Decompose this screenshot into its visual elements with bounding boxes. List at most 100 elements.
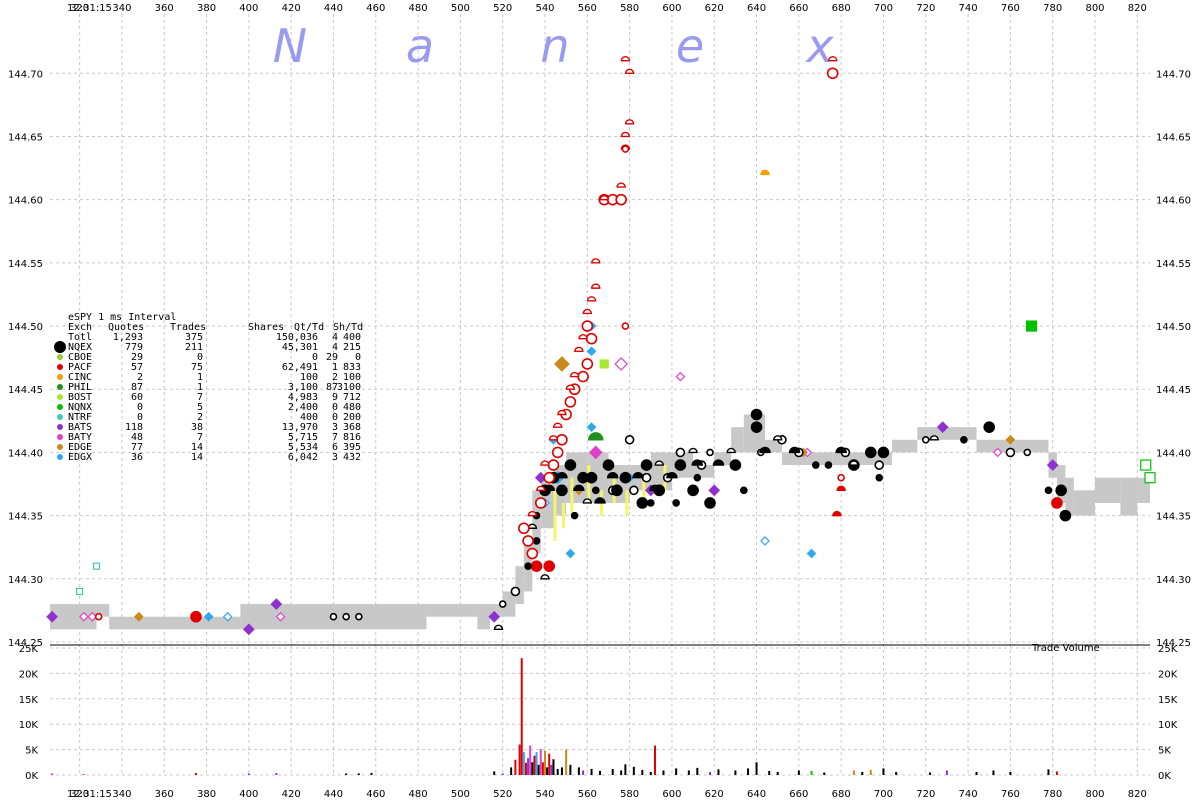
legend-cell: 3 xyxy=(332,422,338,433)
legend-cell: NTRF xyxy=(68,412,92,423)
yellow-quote-bar xyxy=(553,490,557,541)
x-tick-label-top: 660 xyxy=(789,3,808,14)
nqex-circle-marker xyxy=(619,471,632,484)
x-tick-label-top: 560 xyxy=(578,3,597,14)
legend-swatch xyxy=(57,404,63,410)
pacf-semi-marker xyxy=(569,371,580,378)
nqex-semi-marker xyxy=(849,460,859,466)
pacf-circle-marker xyxy=(526,547,539,560)
legend-title: eSPY 1 ms Interval xyxy=(68,312,176,323)
legend-cell: 100 xyxy=(300,372,318,383)
legend-cell: 2 xyxy=(332,372,338,383)
nqex-volume-bar xyxy=(882,768,885,775)
pacf-circle-marker xyxy=(581,358,594,370)
price-tick-label-right: 144.40 xyxy=(1156,448,1191,459)
nqex-volume-bar xyxy=(675,768,678,775)
x-tick-label-top: 740 xyxy=(959,3,978,14)
bats-diamond-marker xyxy=(242,623,255,636)
nqex-volume-bar xyxy=(620,770,623,775)
pacf-circle-marker xyxy=(190,610,202,623)
pacf-circle-marker xyxy=(551,446,564,459)
nqex-circle-marker xyxy=(498,600,507,608)
nqex-volume-bar xyxy=(370,772,373,775)
nqex-volume-bar xyxy=(717,769,720,775)
pacf-circle-marker xyxy=(534,497,547,509)
price-tick-label-right: 144.55 xyxy=(1156,259,1191,270)
legend-cell: CBOE xyxy=(68,352,92,363)
bats-volume-bar xyxy=(550,764,553,775)
quote-band-segment xyxy=(650,452,672,491)
legend-cell: 5,534 xyxy=(288,442,318,453)
volume-title: Trade Volume xyxy=(1031,643,1100,654)
nqex-circle-marker xyxy=(602,459,615,471)
edgx-diamond-marker xyxy=(586,346,597,357)
legend-cell: 5 xyxy=(197,402,203,413)
legend-cell: 375 xyxy=(185,332,203,343)
edgx-diamond-marker xyxy=(565,548,576,559)
baty-diamond-marker xyxy=(87,611,98,622)
nqex-semi-marker xyxy=(788,446,801,454)
baty-volume-bar xyxy=(51,773,54,775)
nqex-circle-marker xyxy=(729,459,742,471)
edge-volume-bar xyxy=(544,750,546,775)
price-tick-label-left: 144.45 xyxy=(8,385,43,396)
quote-band-segment xyxy=(946,427,977,440)
edgx-diamond-marker xyxy=(806,548,817,559)
x-tick-label-top: 680 xyxy=(832,3,851,14)
legend-cell: 432 xyxy=(343,452,361,463)
nqnx-volume-bar xyxy=(810,770,813,775)
nqex-circle-marker xyxy=(877,446,890,459)
legend-header: Shares xyxy=(248,322,284,333)
price-tick-label-right: 144.70 xyxy=(1156,69,1191,80)
legend-cell: 75 xyxy=(191,362,203,373)
legend-header: Sh/Td xyxy=(333,322,363,333)
pacf-volume-bar xyxy=(654,745,656,775)
nqex-circle-marker xyxy=(1055,484,1067,497)
nqex-semi-marker xyxy=(582,498,593,504)
quote-band-segment xyxy=(477,604,490,630)
legend-cell: 7 xyxy=(197,392,203,403)
legend-cell: 395 xyxy=(343,442,361,453)
pacf-semi-marker xyxy=(616,182,626,188)
price-tick-label-left: 144.60 xyxy=(8,196,43,207)
baty-diamond-marker xyxy=(275,611,286,622)
nqex-semi-marker xyxy=(543,484,555,492)
nqex-volume-bar xyxy=(823,772,826,775)
nqex-semi-marker xyxy=(726,447,736,454)
nqex-semi-marker xyxy=(493,624,504,631)
pacf-volume-bar xyxy=(533,755,536,775)
quote-band-segment xyxy=(1137,477,1150,503)
nqex-volume-bar xyxy=(552,759,555,775)
nqex-volume-bar xyxy=(696,767,699,775)
quote-band-segment xyxy=(807,452,833,466)
legend-swatch xyxy=(57,434,63,440)
price-tick-label-right: 144.60 xyxy=(1156,196,1191,207)
nqex-semi-marker xyxy=(759,446,771,454)
legend-cell: 0 xyxy=(332,412,338,423)
nqex-volume-bar xyxy=(556,768,559,775)
nqnx-square-marker xyxy=(1140,459,1152,471)
legend: eSPY 1 ms Interval Exch Quotes Trades Share… xyxy=(54,312,363,463)
price-tick-label-left: 144.65 xyxy=(8,132,43,143)
nqex-volume-bar xyxy=(975,771,978,775)
pacf-semi-marker xyxy=(620,55,631,62)
nqex-circle-marker xyxy=(1059,509,1072,522)
nqex-volume-bar xyxy=(632,766,635,775)
nqex-volume-bar xyxy=(755,762,758,775)
quote-band-segment xyxy=(731,427,744,453)
baty-volume-bar xyxy=(82,773,85,775)
nqex-circle-marker xyxy=(740,486,748,495)
legend-cell: 36 xyxy=(131,452,143,463)
yellow-quote-bar xyxy=(561,502,565,529)
x-tick-label-top: 480 xyxy=(409,3,428,14)
x-tick-label-bottom: 420 xyxy=(282,789,301,800)
edge-diamond-marker xyxy=(1005,434,1016,445)
legend-header: Quotes xyxy=(108,322,144,333)
legend-cell: 2 xyxy=(137,372,143,383)
x-tick-label-bottom: 440 xyxy=(324,789,343,800)
nqex-circle-marker xyxy=(750,421,763,433)
x-tick-label-top: 420 xyxy=(282,3,301,14)
bats-volume-bar xyxy=(945,770,948,775)
nqex-circle-marker xyxy=(674,459,687,471)
